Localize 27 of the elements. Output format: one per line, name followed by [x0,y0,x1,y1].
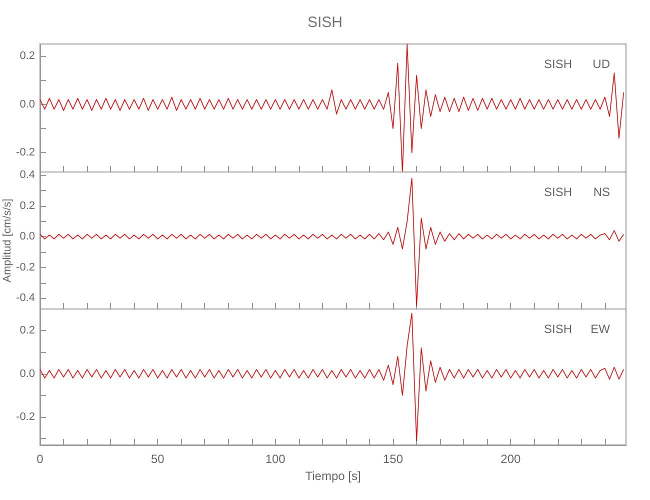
y-axis-title: Amplitud [cm/s/s] [2,198,14,282]
annotation: SISH [544,57,572,71]
y-tick-label: 0.2 [20,50,35,62]
y-tick-label: 0.2 [20,324,35,337]
y-tick-label: 0.2 [20,200,35,212]
y-tick-label: 0.0 [20,98,35,110]
x-tick-label: 200 [500,452,522,466]
y-tick-label: 0.0 [20,368,35,380]
y-tick-label: 0.0 [20,230,35,243]
annotation: EW [590,322,611,336]
annotation: SISH [544,185,572,199]
annotation: SISH [544,322,572,336]
x-tick-label: 150 [382,452,404,466]
annotation: UD [592,57,610,71]
x-tick-label: 50 [150,452,165,466]
y-tick-label: -0.2 [16,410,35,423]
line-series [40,312,624,442]
y-tick-label: -0.2 [16,261,35,274]
x-tick-label: 100 [265,452,286,466]
x-tick-label: 0 [36,452,44,466]
x-axis-title: Tiempo [s] [305,468,361,483]
annotation: NS [593,185,610,199]
y-tick-label: -0.4 [16,292,35,304]
y-tick-label: 0.4 [20,169,35,182]
chart-title: SISH [307,14,343,31]
y-tick-label: -0.2 [16,146,35,159]
line-series [40,178,624,306]
